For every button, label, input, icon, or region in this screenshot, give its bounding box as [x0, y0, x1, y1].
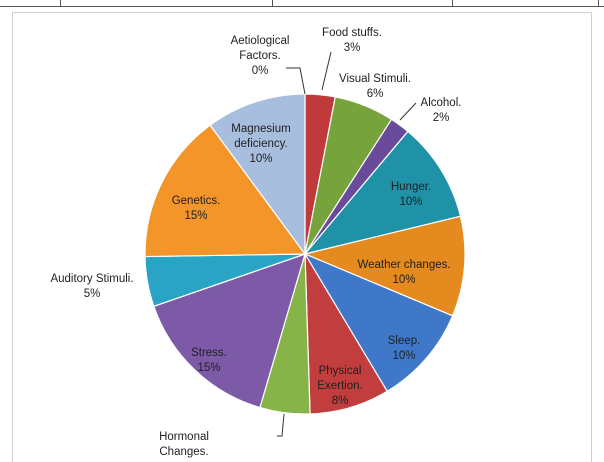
slice-magnesium-deficiency [209, 93, 306, 256]
label-sleep: Sleep. 10% [388, 335, 421, 362]
leader-alcohol [399, 102, 417, 121]
table-tick [598, 0, 599, 6]
slice-sleep [303, 252, 454, 393]
slice-hunger [303, 130, 462, 256]
leader-hormonal [277, 413, 285, 437]
label-hunger: Hunger. 10% [391, 181, 431, 208]
label-visual-stimuli: Visual Stimuli. 6% [339, 73, 411, 100]
leader-aetiological [286, 67, 306, 95]
table-tick [452, 0, 453, 6]
label-physical-exertion: Physical Exertion. 8% [317, 365, 362, 407]
label-hormonal-changes: Hormonal Changes. [159, 431, 209, 458]
pie-slices [144, 93, 466, 415]
leader-food-stuffs [321, 51, 332, 91]
slice-labels: Aetiological Factors. 0% Food stuffs. 3% Visu… [50, 27, 461, 458]
label-magnesium-deficiency: Magnesium deficiency. 10% [231, 123, 290, 165]
label-weather-changes: Weather changes. 10% [357, 259, 450, 286]
table-tick [272, 0, 273, 6]
label-stress: Stress. 15% [191, 347, 227, 374]
slice-stress [153, 253, 306, 409]
label-aetiological-factors: Aetiological Factors. 0% [231, 35, 290, 77]
slice-genetics [144, 124, 307, 258]
label-food-stuffs: Food stuffs. 3% [322, 27, 382, 54]
label-alcohol: Alcohol. 2% [421, 97, 462, 124]
slice-weather-changes [303, 215, 466, 317]
label-genetics: Genetics. 15% [172, 195, 221, 222]
top-rule [0, 6, 604, 7]
table-tick [60, 0, 61, 6]
leader-lines [277, 51, 417, 437]
label-auditory-stimuli: Auditory Stimuli. 5% [50, 273, 133, 300]
